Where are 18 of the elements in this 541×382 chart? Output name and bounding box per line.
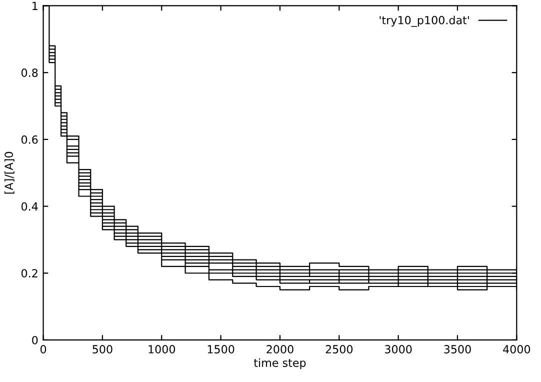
y-axis-title: [A]/[A]0 [4,152,14,194]
x-tick-label: 3500 [444,345,471,354]
x-tick-label: 3000 [385,345,412,354]
y-tick-label: 0 [32,336,38,344]
x-axis-title: time step [254,358,306,370]
y-tick-label: 0.2 [21,269,38,278]
y-tick-label: 0.8 [21,68,38,77]
legend-label: 'try10_p100.dat' [380,16,469,27]
x-tick-label: 4000 [503,345,530,354]
x-tick-label: 2500 [326,345,353,354]
x-tick-label: 2000 [266,345,294,354]
y-tick-label: 0.4 [21,202,38,211]
y-tick-label: 0.6 [21,135,38,144]
x-tick-label: 1000 [148,345,176,354]
y-tick-label: 1 [32,2,38,10]
x-tick-label: 500 [92,345,112,354]
x-tick-label: 1500 [208,345,234,354]
x-tick-label: 0 [40,345,46,354]
